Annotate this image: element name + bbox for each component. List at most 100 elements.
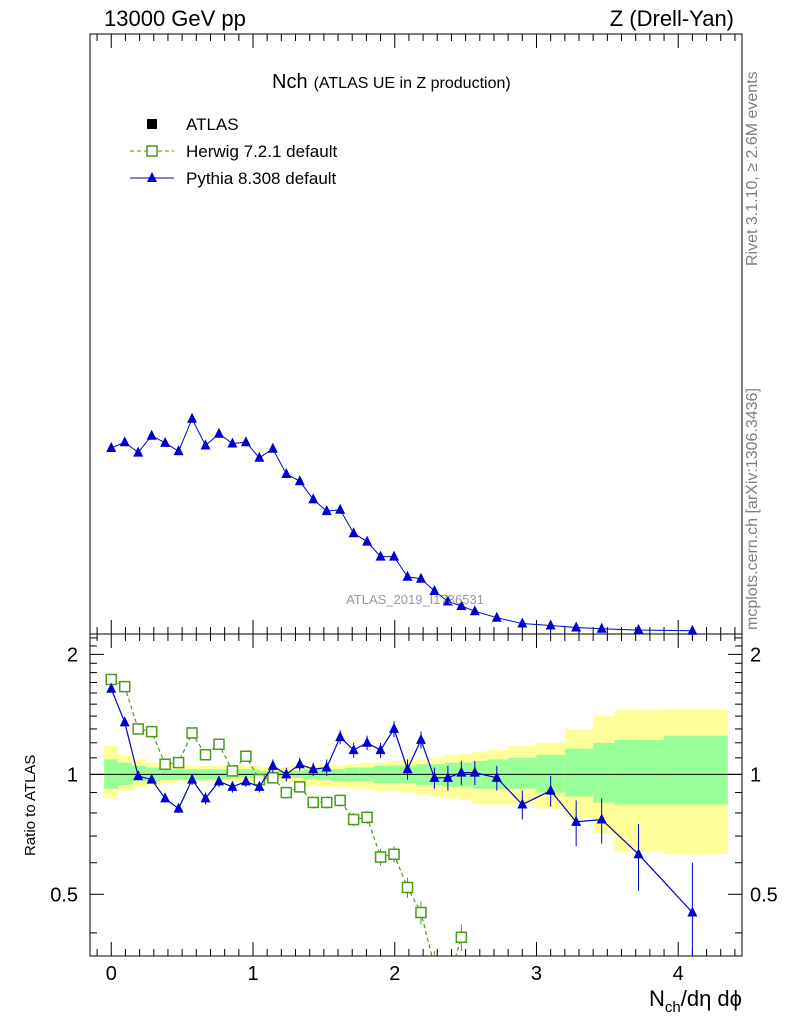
x-axis-label-text: Nch/dη dϕ [649, 986, 742, 1016]
pythia-ratio-point [321, 761, 332, 772]
legend: ATLAS Herwig 7.2.1 default Pythia 8.308 de… [130, 115, 337, 188]
pythia-main-point [389, 550, 400, 561]
herwig-ratio-point [186, 727, 198, 739]
pythia-main-point [106, 442, 117, 453]
pythia-main-point [687, 624, 698, 635]
pythia-ratio-point [267, 759, 278, 770]
herwig-ratio-point [294, 781, 306, 793]
pythia-ratio-point [517, 798, 528, 809]
herwig-ratio-point [443, 978, 453, 988]
pythia-main-point [321, 505, 332, 516]
pythia-ratio-point [187, 773, 198, 784]
herwig-ratio-point [374, 851, 387, 863]
pythia-main-point [348, 527, 359, 538]
pythia-ratio-point [596, 813, 607, 824]
chart-title: Nch (ATLAS UE in Z production) [272, 71, 511, 93]
pythia-main-point [375, 550, 386, 561]
herwig-ratio-line [110, 678, 462, 956]
herwig-ratio-point [401, 881, 414, 894]
pythia-main-point [596, 622, 607, 633]
pythia-ratio-point [308, 763, 319, 774]
pythia-ratio-point [160, 792, 171, 803]
pythia-ratio-point [362, 736, 373, 747]
y-tick-label: 1 [67, 764, 78, 786]
pythia-ratio-point [545, 784, 556, 795]
pythia-main-point [402, 570, 413, 581]
pythia-main-point [254, 451, 265, 462]
pythia-ratio-point [456, 766, 467, 777]
herwig-ratio-point [159, 758, 171, 770]
pythia-main-point [545, 619, 556, 630]
pythia-main-point [267, 442, 278, 453]
pythia-ratio-point [348, 744, 359, 755]
green-band [508, 757, 537, 789]
plot-frames [89, 33, 743, 957]
legend-label: Pythia 8.308 default [186, 169, 337, 188]
herwig-ratio-point [240, 750, 252, 763]
pythia-ratio-point [119, 716, 130, 727]
herwig-ratio-point [320, 796, 333, 809]
x-tick-label: 4 [673, 963, 684, 985]
pythia-ratio-point [687, 906, 698, 917]
y-tick-label: 0.5 [750, 884, 778, 906]
chart-title-main: Nch [272, 71, 308, 93]
axis-ticks: 0 1 2 3 4 0.5 0.5 1 1 2 2 [50, 34, 778, 985]
pythia-ratio-point [442, 771, 453, 782]
pythia-ratio-point [429, 771, 440, 782]
pythia-main-point [633, 624, 644, 635]
herwig-ratio-point [307, 796, 319, 809]
herwig-ratio-point [172, 756, 185, 769]
pythia-main-point [517, 617, 528, 628]
herwig-ratio-point [199, 748, 212, 761]
herwig-ratio-point [213, 738, 225, 750]
pythia-ratio-point [281, 768, 292, 779]
pythia-main-point [442, 595, 453, 606]
pythia-main-point [362, 535, 373, 546]
pythia-main-point [119, 436, 130, 447]
pythia-main-point [240, 436, 251, 447]
x-axis-label: Nch/dη dϕ [649, 986, 742, 1016]
pythia-main-point [187, 412, 198, 423]
chart-subtitle: (ATLAS UE in Z production) [314, 75, 511, 92]
herwig-ratio-point [226, 765, 239, 777]
pythia-main-point [200, 439, 211, 450]
legend-herwig-marker [146, 145, 158, 157]
x-tick-label: 2 [389, 963, 400, 985]
pythia-main-point [133, 446, 144, 457]
legend-label: ATLAS [186, 115, 239, 134]
ratio-frame [89, 633, 743, 957]
pythia-ratio-point [254, 780, 265, 791]
pythia-ratio-point [402, 763, 413, 774]
y-tick-label: 2 [67, 644, 78, 666]
pythia-ratio-point [469, 766, 480, 777]
pythia-ratio-point [213, 775, 224, 786]
green-band [614, 739, 665, 805]
green-band [564, 748, 594, 797]
green-band [118, 762, 133, 786]
herwig-ratio-point [347, 813, 360, 826]
green-band [472, 761, 487, 789]
pythia-main-point [456, 600, 467, 610]
pythia-ratio-point [633, 848, 644, 859]
pythia-main-point [227, 437, 238, 448]
legend-pythia-marker [147, 172, 157, 182]
ratio-series-group [105, 673, 698, 988]
pythia-main-point [146, 429, 157, 440]
pythia-main-point [429, 585, 440, 596]
pythia-ratio-point [335, 731, 346, 742]
pythia-main-point [281, 468, 292, 479]
pythia-ratio-point [571, 815, 582, 826]
watermark: ATLAS_2019_I1736531 [346, 592, 484, 607]
pythia-main-point [160, 436, 171, 447]
x-axis-label-base: N [649, 986, 665, 1011]
green-band [593, 742, 615, 803]
herwig-ratio-point [280, 786, 293, 799]
herwig-ratio-point [415, 906, 427, 919]
pythia-main-point [308, 493, 319, 504]
herwig-ratio-point [118, 680, 131, 693]
green-band [245, 769, 261, 778]
series-layer [105, 412, 698, 988]
header-left: 13000 GeV pp [104, 6, 246, 31]
header-right: Z (Drell-Yan) [609, 6, 734, 31]
